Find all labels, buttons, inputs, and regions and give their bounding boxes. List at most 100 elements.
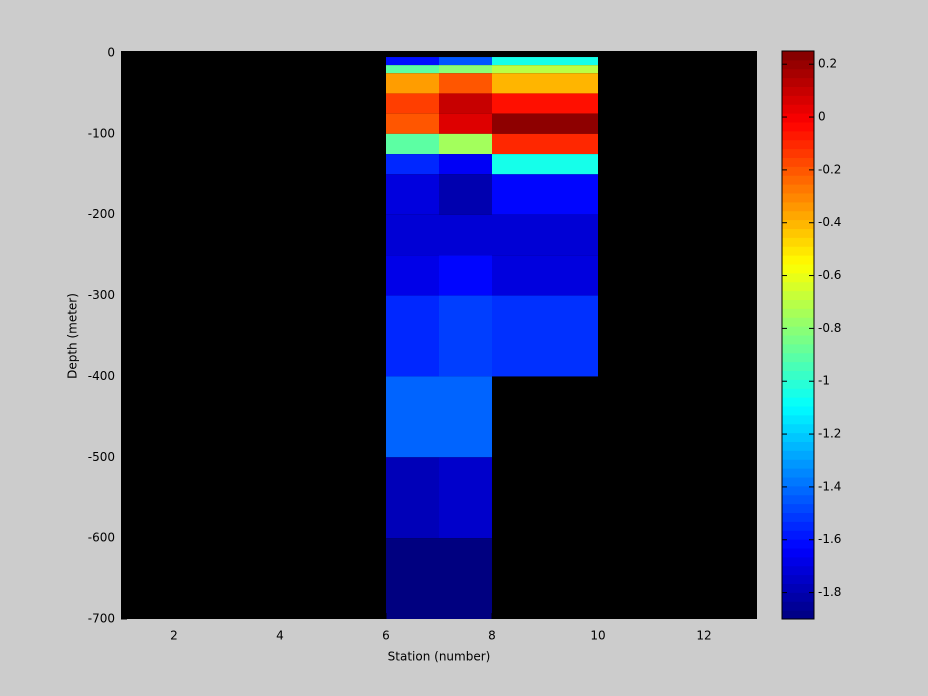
heatmap-cell	[386, 174, 439, 215]
heatmap-cell	[492, 73, 598, 94]
colorbar-band	[782, 530, 814, 540]
colorbar-band	[782, 264, 814, 274]
colorbar-band	[782, 228, 814, 238]
y-axis-label: Depth (meter)	[66, 293, 80, 379]
colorbar-band	[782, 477, 814, 487]
colorbar-band	[782, 308, 814, 318]
colorbar-band	[782, 184, 814, 194]
heatmap-cell	[439, 214, 492, 256]
heatmap-cell	[439, 538, 492, 619]
colorbar-band	[782, 468, 814, 478]
colorbar-band	[782, 610, 814, 620]
heatmap-cell	[492, 255, 598, 296]
colorbar-band	[782, 104, 814, 114]
heatmap-cell	[439, 295, 492, 377]
colorbar-band	[782, 370, 814, 380]
x-axis-label: Station (number)	[388, 650, 491, 664]
colorbar-band	[782, 556, 814, 567]
colorbar-band	[782, 281, 814, 292]
heatmap-cell	[386, 214, 439, 256]
colorbar-band	[782, 166, 814, 176]
colorbar-band	[782, 459, 814, 469]
colorbar-band	[782, 59, 814, 70]
colorbar-band	[782, 414, 814, 425]
y-tick-label: -500	[88, 450, 115, 464]
heatmap-cell	[492, 295, 598, 377]
heatmap-cell	[386, 255, 439, 296]
heatmap-cell	[439, 57, 492, 66]
heatmap-cell	[492, 113, 598, 134]
colorbar-band	[782, 539, 814, 549]
heatmap-cell	[386, 73, 439, 94]
y-tick-label: -700	[88, 612, 115, 626]
heatmap-cell	[439, 133, 492, 155]
colorbar-tick-label: 0.2	[818, 57, 837, 71]
colorbar-band	[782, 548, 814, 558]
heatmap-cell	[439, 73, 492, 94]
colorbar-band	[782, 583, 814, 593]
colorbar-band	[782, 423, 814, 434]
y-tick-label: -100	[88, 126, 115, 140]
colorbar-band	[782, 494, 814, 505]
heatmap-cell	[439, 255, 492, 296]
colorbar-band	[782, 432, 814, 442]
colorbar-band	[782, 441, 814, 451]
colorbar-band	[782, 255, 814, 265]
colorbar-tick-label: -0.2	[818, 162, 841, 176]
heatmap-cell	[386, 295, 439, 377]
colorbar-band	[782, 512, 814, 522]
colorbar-band	[782, 272, 814, 283]
colorbar-band	[782, 388, 814, 398]
colorbar-band	[782, 68, 814, 79]
x-tick-label: 6	[382, 629, 390, 643]
colorbar-band	[782, 521, 814, 531]
heatmap-cell	[492, 154, 598, 175]
heatmap-cell	[386, 133, 439, 155]
heatmap-cell	[492, 174, 598, 215]
heatmap-cell	[492, 133, 598, 155]
x-tick-label: 2	[170, 629, 178, 643]
colorbar-band	[782, 326, 814, 336]
colorbar-band	[782, 201, 814, 212]
x-tick-label: 10	[590, 629, 605, 643]
colorbar-band	[782, 139, 814, 150]
colorbar-band	[782, 157, 814, 167]
x-tick-label: 4	[276, 629, 284, 643]
colorbar-band	[782, 352, 814, 363]
y-tick-label: -600	[88, 531, 115, 545]
colorbar-band	[782, 397, 814, 407]
colorbar-band	[782, 210, 814, 221]
colorbar-tick-label: -0.6	[818, 268, 841, 282]
colorbar-tick-label: -1.6	[818, 532, 841, 546]
heatmap-cell	[439, 376, 492, 458]
heatmap-cell	[386, 65, 439, 74]
colorbar-band	[782, 343, 814, 354]
colorbar-band	[782, 95, 814, 105]
y-tick-label: 0	[107, 46, 115, 60]
colorbar-band	[782, 565, 814, 576]
heatmap-cell	[386, 538, 439, 619]
colorbar-tick-label: -0.4	[818, 215, 841, 229]
colorbar-band	[782, 77, 814, 87]
heatmap-cell	[439, 457, 492, 539]
colorbar-band	[782, 406, 814, 416]
colorbar-tick-label: -0.8	[818, 321, 841, 335]
colorbar-band	[782, 86, 814, 96]
heatmap-cell	[492, 57, 598, 66]
colorbar-band	[782, 592, 814, 602]
heatmap-cell	[386, 154, 439, 175]
heatmap-cell	[492, 93, 598, 114]
colorbar-band	[782, 450, 814, 460]
x-tick-label: 12	[696, 629, 711, 643]
heatmap-cell	[386, 113, 439, 134]
heatmap-cell	[439, 113, 492, 134]
heatmap-cell	[439, 154, 492, 175]
y-tick-label: -300	[88, 288, 115, 302]
colorbar-band	[782, 246, 814, 256]
colorbar-band	[782, 290, 814, 300]
colorbar-band	[782, 485, 814, 496]
colorbar-band	[782, 335, 814, 345]
colorbar-band	[782, 379, 814, 389]
